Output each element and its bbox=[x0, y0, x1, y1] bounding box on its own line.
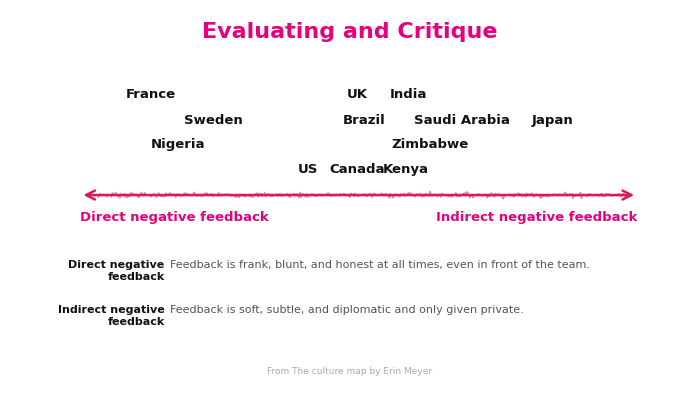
Text: Feedback is frank, blunt, and honest at all times, even in front of the team.: Feedback is frank, blunt, and honest at … bbox=[170, 260, 590, 270]
Text: India: India bbox=[389, 88, 427, 101]
Text: Sweden: Sweden bbox=[184, 114, 243, 126]
Text: Evaluating and Critique: Evaluating and Critique bbox=[202, 22, 498, 42]
Text: Canada: Canada bbox=[329, 163, 385, 176]
Text: Indirect negative
feedback: Indirect negative feedback bbox=[57, 305, 164, 327]
Text: Japan: Japan bbox=[532, 114, 574, 126]
Text: UK: UK bbox=[346, 88, 368, 101]
Text: Direct negative feedback: Direct negative feedback bbox=[80, 211, 270, 224]
Text: Brazil: Brazil bbox=[342, 114, 386, 126]
Text: From The culture map by Erin Meyer: From The culture map by Erin Meyer bbox=[267, 367, 433, 376]
Text: Saudi Arabia: Saudi Arabia bbox=[414, 114, 510, 126]
Text: Direct negative
feedback: Direct negative feedback bbox=[69, 260, 164, 282]
Text: Feedback is soft, subtle, and diplomatic and only given private.: Feedback is soft, subtle, and diplomatic… bbox=[170, 305, 524, 315]
Text: Nigeria: Nigeria bbox=[151, 139, 206, 151]
Text: Zimbabwe: Zimbabwe bbox=[392, 139, 469, 151]
Text: France: France bbox=[125, 88, 176, 101]
Text: Indirect negative feedback: Indirect negative feedback bbox=[435, 211, 637, 224]
Text: Kenya: Kenya bbox=[383, 163, 429, 176]
Text: US: US bbox=[298, 163, 318, 176]
